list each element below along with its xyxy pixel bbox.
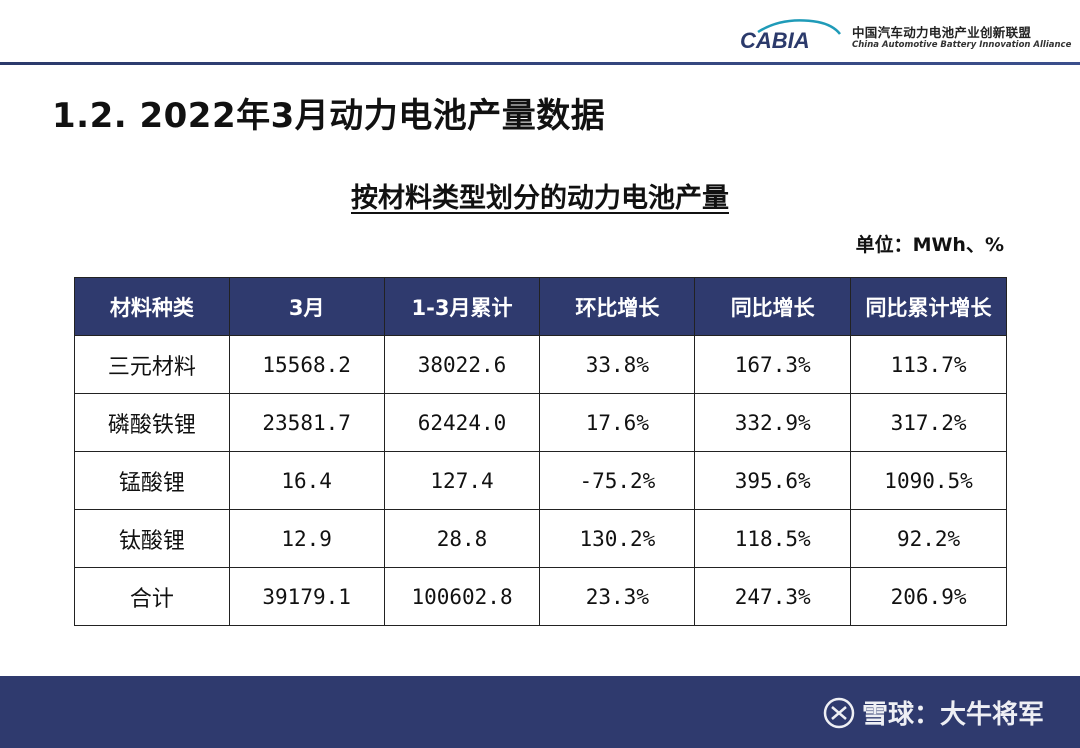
- table-cell: 113.7%: [850, 335, 1007, 394]
- table-cell: 23581.7: [228, 393, 385, 452]
- table-row: 三元材料 15568.2 38022.6 33.8% 167.3% 113.7%: [74, 335, 1007, 394]
- table-cell: 118.5%: [694, 509, 852, 568]
- table-cell: 167.3%: [694, 335, 852, 394]
- header-band: CABIA 中国汽车动力电池产业创新联盟 China Automotive Ba…: [0, 0, 1080, 62]
- table-cell: 92.2%: [850, 509, 1007, 568]
- table-cell: 33.8%: [539, 335, 696, 394]
- table-cell: 28.8: [383, 509, 541, 568]
- table-cell: 317.2%: [850, 393, 1007, 452]
- org-name-cn: 中国汽车动力电池产业创新联盟: [852, 25, 1032, 40]
- table-row: 锰酸锂 16.4 127.4 -75.2% 395.6% 1090.5%: [74, 451, 1007, 510]
- unit-label: 单位：MWh、%: [855, 234, 1004, 256]
- table-cell: -75.2%: [539, 451, 696, 510]
- header-rule: [0, 62, 1080, 65]
- table-cell: 206.9%: [850, 567, 1007, 626]
- table-cell: 1090.5%: [850, 451, 1007, 510]
- table-row-total: 合计 39179.1 100602.8 23.3% 247.3% 206.9%: [74, 567, 1007, 626]
- table-cell: 12.9: [228, 509, 385, 568]
- table-cell: 332.9%: [694, 393, 852, 452]
- table-cell: 23.3%: [539, 567, 696, 626]
- table-cell: 15568.2: [228, 335, 385, 394]
- table-cell: 16.4: [228, 451, 385, 510]
- table-cell: 100602.8: [383, 567, 541, 626]
- row-label: 锰酸锂: [74, 451, 230, 510]
- table-row: 钛酸锂 12.9 28.8 130.2% 118.5% 92.2%: [74, 509, 1007, 568]
- table-cell: 38022.6: [383, 335, 541, 394]
- svg-text:CABIA: CABIA: [740, 28, 810, 53]
- column-header-yoy: 同比增长: [694, 277, 852, 336]
- table-header-row: 材料种类 3月 1-3月累计 环比增长 同比增长 同比累计增长: [74, 277, 1007, 336]
- row-label: 钛酸锂: [74, 509, 230, 568]
- table-cell: 247.3%: [694, 567, 852, 626]
- cabia-logo-mark: CABIA: [740, 19, 841, 53]
- table-cell: 130.2%: [539, 509, 696, 568]
- column-header-march: 3月: [228, 277, 385, 336]
- table-title-wrap: 按材料类型划分的动力电池产量: [0, 176, 1080, 215]
- column-header-mom: 环比增长: [539, 277, 696, 336]
- footer-band: [0, 676, 1080, 748]
- production-table: 材料种类 3月 1-3月累计 环比增长 同比增长 同比累计增长 三元材料 155…: [74, 277, 1007, 626]
- org-name-en: China Automotive Battery Innovation Alli…: [852, 40, 1072, 50]
- table-cell: 39179.1: [228, 567, 385, 626]
- table-title: 按材料类型划分的动力电池产量: [351, 183, 729, 214]
- snowball-icon: [823, 697, 855, 728]
- table-cell: 127.4: [383, 451, 541, 510]
- table-cell: 395.6%: [694, 451, 852, 510]
- table-cell: 17.6%: [539, 393, 696, 452]
- page-title: 1.2. 2022年3月动力电池产量数据: [52, 96, 606, 136]
- column-header-yoy-cumulative: 同比累计增长: [850, 277, 1007, 336]
- row-label: 合计: [74, 567, 230, 626]
- row-label: 三元材料: [74, 335, 230, 394]
- watermark: 雪球：大牛将军: [822, 694, 1044, 731]
- column-header-material: 材料种类: [74, 277, 230, 336]
- column-header-ytd: 1-3月累计: [383, 277, 541, 336]
- watermark-text: 雪球：大牛将军: [861, 700, 1044, 730]
- table-cell: 62424.0: [383, 393, 541, 452]
- row-label: 磷酸铁锂: [74, 393, 230, 452]
- table-row: 磷酸铁锂 23581.7 62424.0 17.6% 332.9% 317.2%: [74, 393, 1007, 452]
- cabia-logo: CABIA 中国汽车动力电池产业创新联盟 China Automotive Ba…: [738, 14, 1071, 54]
